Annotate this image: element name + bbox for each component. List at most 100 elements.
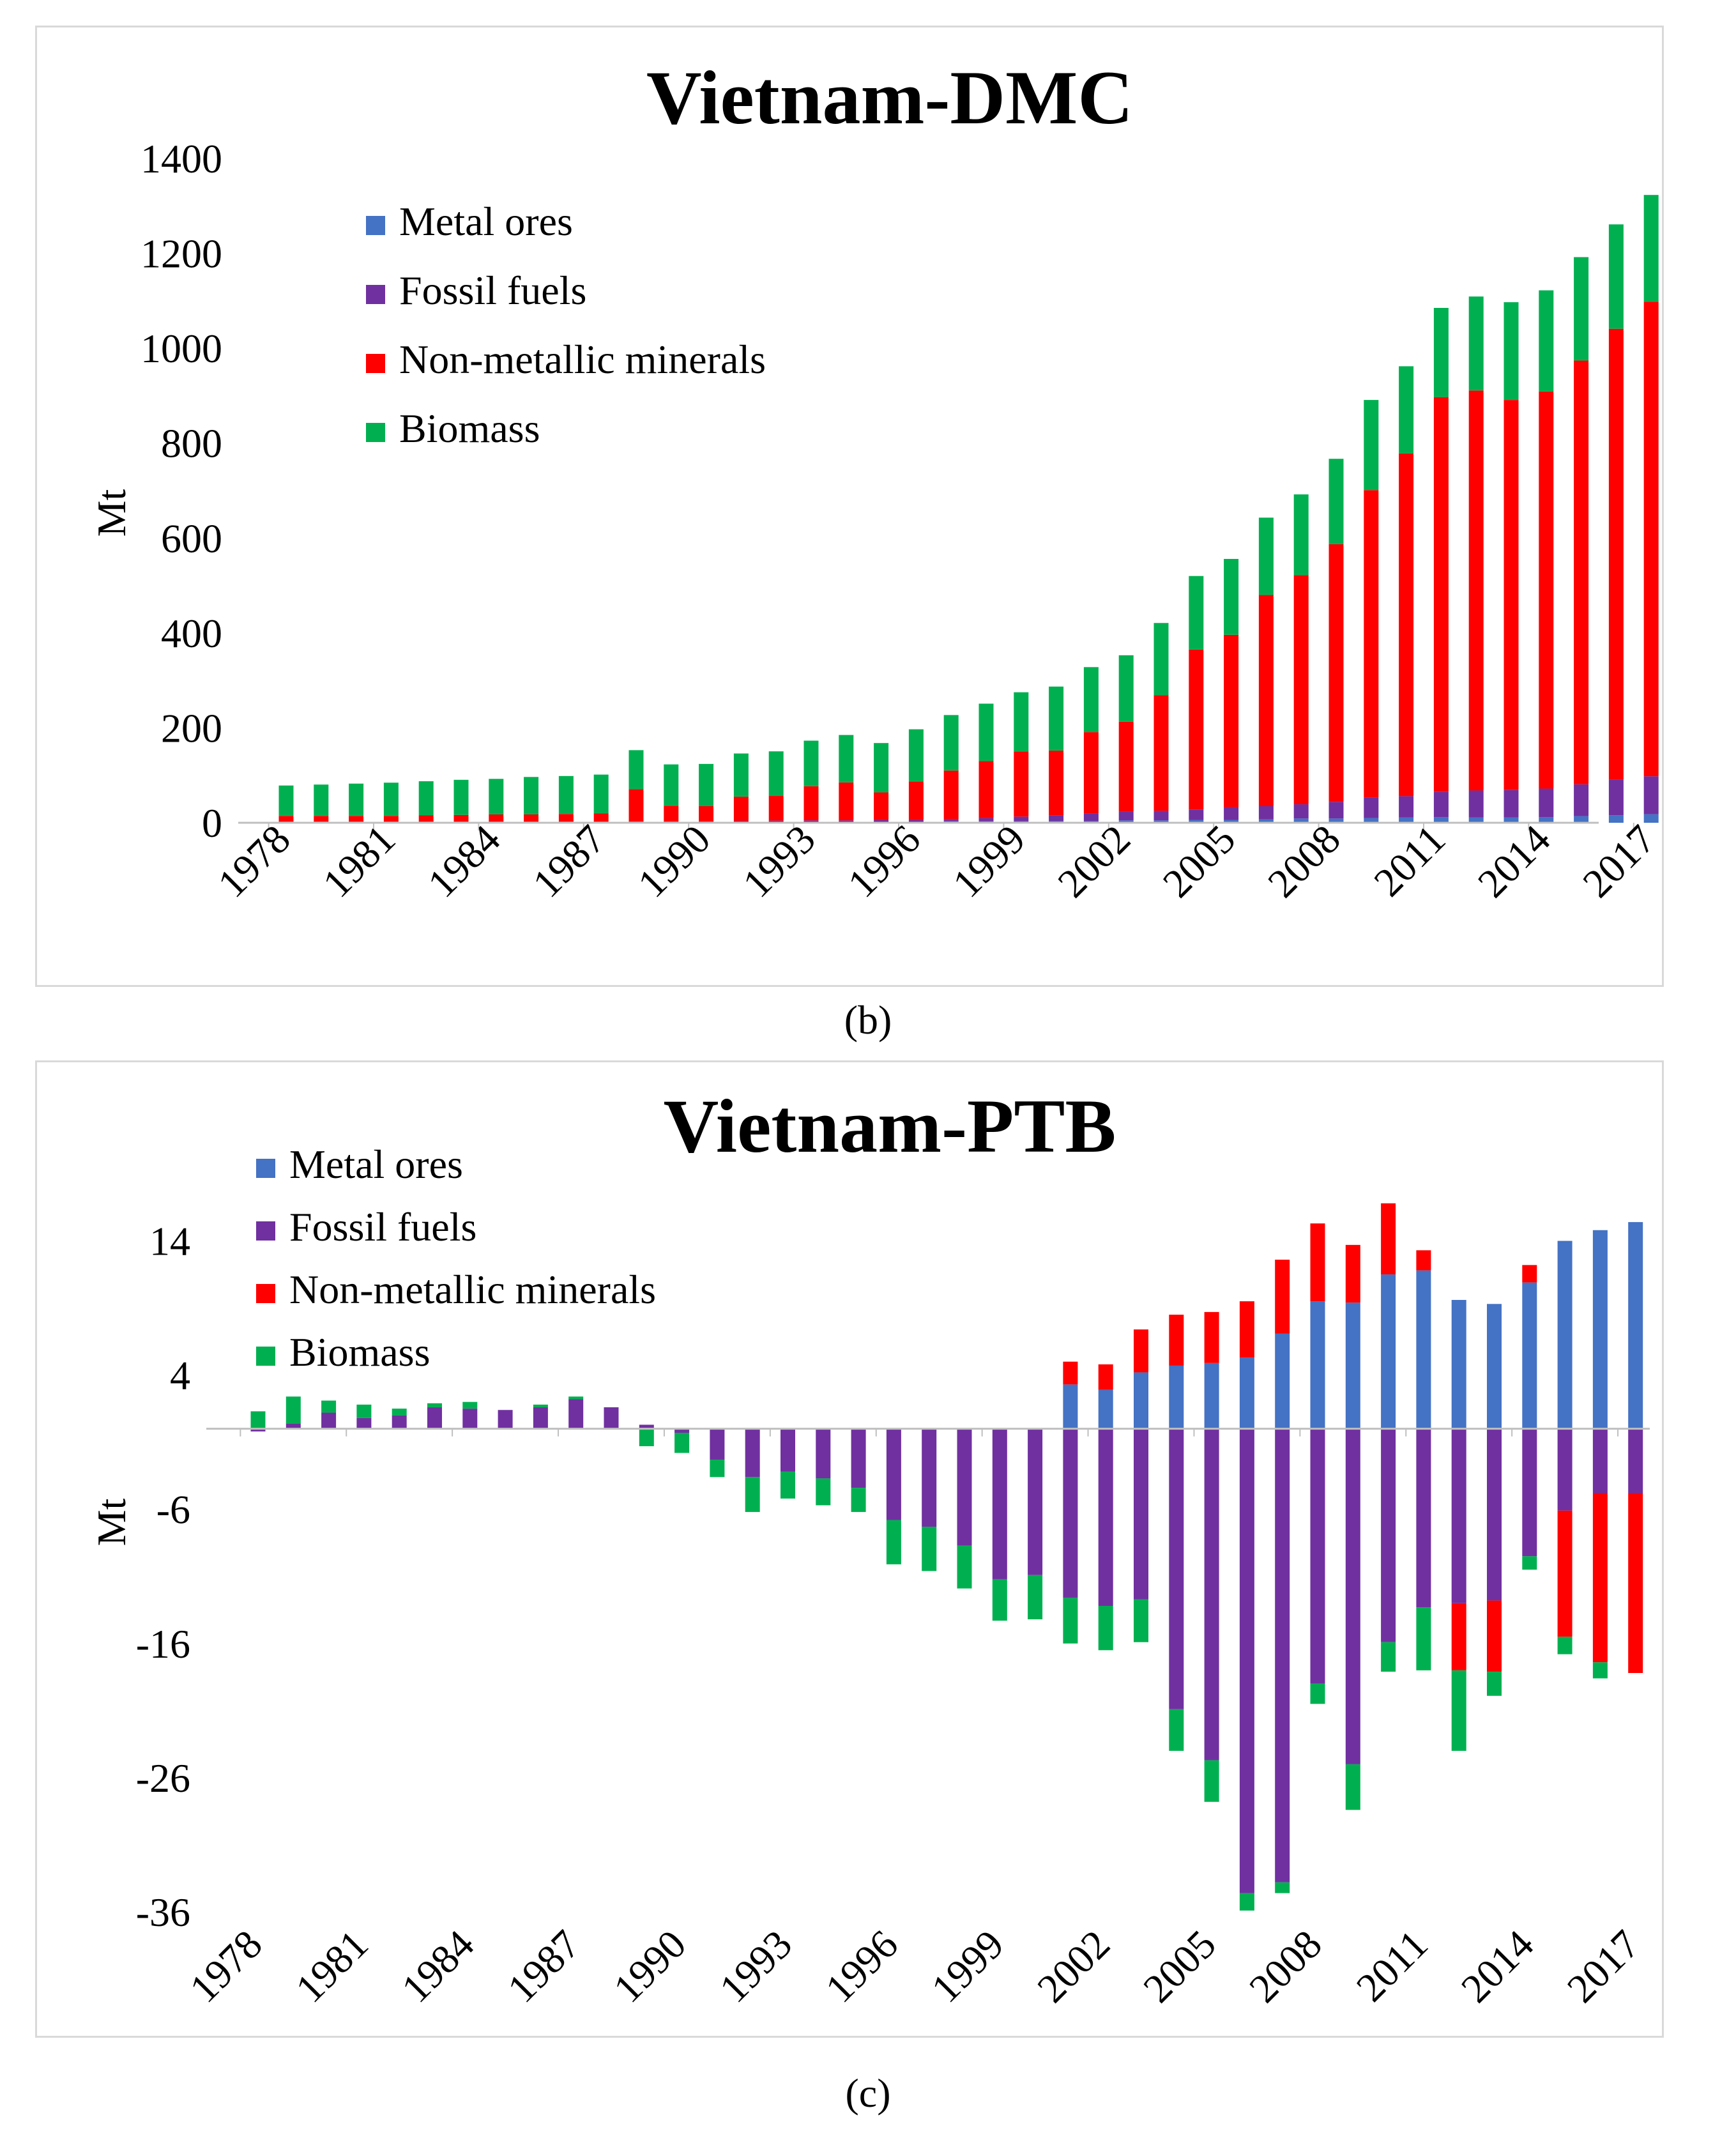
y-tick-label: 200	[161, 705, 222, 751]
x-tick-label: 1987	[524, 816, 614, 906]
legend-label-metal-ores: Metal ores	[399, 199, 573, 244]
bar-biomass-2006	[1239, 1893, 1254, 1911]
bar-metal-ores-2013	[1504, 817, 1519, 823]
bar-fossil-fuels-1989	[639, 1425, 654, 1429]
bar-non-metallic-minerals-1999	[1014, 751, 1029, 817]
caption-b: (b)	[844, 997, 892, 1043]
bar-fossil-fuels-2011	[1433, 791, 1449, 818]
dmc-chart-panel: Vietnam-DMC Mt 0 200 400 600 800 1000 1200 1400…	[35, 26, 1664, 987]
bar-metal-ores-2014	[1539, 817, 1554, 823]
x-tick-label: 2002	[1049, 816, 1139, 906]
x-tick-label: 1996	[817, 1921, 907, 2012]
bar-biomass-2002	[1098, 1605, 1113, 1651]
bar-metal-ores-2016	[1608, 815, 1624, 823]
bar-biomass-1992	[768, 751, 784, 797]
bar-metal-ores-2015	[1574, 816, 1589, 823]
bar-non-metallic-minerals-2014	[1539, 391, 1554, 789]
x-tick-label: 1987	[499, 1921, 589, 2012]
bar-biomass-2005	[1204, 1760, 1219, 1802]
bar-biomass-2004	[1169, 1709, 1184, 1751]
bar-biomass-2013	[1504, 302, 1519, 401]
bar-biomass-1996	[908, 729, 924, 782]
legend-label-biomass: Biomass	[289, 1329, 430, 1375]
bar-biomass-1986	[533, 1404, 548, 1408]
bar-fossil-fuels-2005	[1204, 1428, 1219, 1761]
chart-title: Vietnam-DMC	[646, 55, 1133, 140]
bar-fossil-fuels-1994	[839, 820, 854, 822]
bar-biomass-1980	[321, 1400, 337, 1413]
bar-biomass-2003	[1134, 1599, 1148, 1642]
bar-fossil-fuels-1998	[957, 1428, 972, 1546]
bar-fossil-fuels-2008	[1310, 1428, 1325, 1684]
bar-non-metallic-minerals-2010	[1399, 454, 1414, 797]
bar-fossil-fuels-1996	[886, 1428, 901, 1520]
bar-metal-ores-2004	[1189, 820, 1204, 823]
bar-biomass-2001	[1063, 1598, 1078, 1644]
y-tick-label: 400	[161, 611, 222, 656]
bar-metal-ores-2016	[1592, 1230, 1608, 1429]
bar-fossil-fuels-2003	[1134, 1428, 1148, 1600]
bar-metal-ores-2005	[1204, 1363, 1219, 1429]
bar-fossil-fuels-1995	[874, 820, 889, 822]
x-tick-label: 1999	[944, 816, 1034, 906]
bar-metal-ores-2004	[1169, 1365, 1184, 1429]
bar-fossil-fuels-1982	[392, 1415, 407, 1429]
bar-fossil-fuels-2015	[1557, 1428, 1572, 1511]
legend-swatch-fossil-fuels	[256, 1221, 275, 1241]
bar-biomass-2003	[1154, 623, 1169, 696]
bar-metal-ores-2010	[1381, 1274, 1396, 1429]
bar-biomass-2008	[1310, 1683, 1325, 1704]
legend-label-fossil-fuels: Fossil fuels	[289, 1204, 476, 1249]
bar-fossil-fuels-2009	[1364, 797, 1379, 818]
bar-non-metallic-minerals-1988	[628, 789, 644, 821]
bar-fossil-fuels-2015	[1574, 784, 1589, 816]
bar-metal-ores-2003	[1134, 1372, 1148, 1429]
bar-biomass-1991	[710, 1459, 725, 1478]
bar-biomass-1981	[356, 1404, 372, 1418]
bar-fossil-fuels-2014	[1539, 788, 1554, 818]
bar-biomass-2011	[1416, 1607, 1431, 1670]
bar-biomass-1992	[745, 1477, 760, 1512]
y-axis-label: Mt	[89, 1498, 134, 1546]
bar-biomass-1984	[462, 1402, 478, 1409]
bar-fossil-fuels-1994	[816, 1428, 831, 1479]
bar-metal-ores-2017	[1628, 1222, 1643, 1429]
dmc-chart: Vietnam-DMC Mt 0 200 400 600 800 1000 1200 1400…	[89, 55, 1664, 906]
bar-biomass-2001	[1083, 667, 1099, 733]
bar-biomass-2011	[1433, 308, 1449, 397]
bar-non-metallic-minerals-1996	[908, 781, 924, 820]
bar-fossil-fuels-1993	[780, 1428, 795, 1472]
bar-non-metallic-minerals-2003	[1154, 695, 1169, 811]
bar-biomass-2010	[1399, 366, 1414, 454]
bar-biomass-1999	[1014, 692, 1029, 752]
bar-fossil-fuels-1980	[321, 1412, 337, 1429]
bar-fossil-fuels-2012	[1451, 1428, 1466, 1603]
bar-metal-ores-2009	[1345, 1302, 1360, 1429]
bar-fossil-fuels-2013	[1487, 1428, 1502, 1601]
bars	[278, 195, 1659, 823]
bar-fossil-fuels-1997	[943, 819, 959, 821]
bar-biomass-1993	[780, 1471, 795, 1499]
bar-metal-ores-2003	[1154, 820, 1169, 823]
bar-fossil-fuels-1979	[286, 1423, 301, 1429]
bar-non-metallic-minerals-2015	[1557, 1510, 1572, 1637]
legend: Metal ores Fossil fuels Non-metallic miner…	[256, 1142, 656, 1375]
bar-biomass-2015	[1557, 1637, 1572, 1654]
bar-biomass-1988	[628, 750, 644, 790]
bar-fossil-fuels-2010	[1399, 796, 1414, 818]
bar-non-metallic-minerals-1983	[453, 814, 469, 822]
bar-non-metallic-minerals-2013	[1487, 1600, 1502, 1672]
bar-fossil-fuels-2017	[1628, 1428, 1643, 1493]
bar-fossil-fuels-2002	[1098, 1428, 1113, 1606]
bar-non-metallic-minerals-1984	[489, 814, 504, 822]
bar-biomass-2006	[1258, 517, 1274, 595]
bar-non-metallic-minerals-2001	[1063, 1361, 1078, 1385]
bar-fossil-fuels-1984	[462, 1409, 478, 1429]
bar-fossil-fuels-2004	[1169, 1428, 1184, 1709]
x-tick-label: 2002	[1028, 1921, 1118, 2012]
x-tick-label: 1984	[419, 816, 509, 906]
bar-fossil-fuels-2012	[1468, 790, 1484, 818]
bar-biomass-2014	[1522, 1556, 1537, 1570]
bar-fossil-fuels-1996	[908, 820, 924, 822]
x-tick-label: 2008	[1240, 1921, 1330, 2012]
